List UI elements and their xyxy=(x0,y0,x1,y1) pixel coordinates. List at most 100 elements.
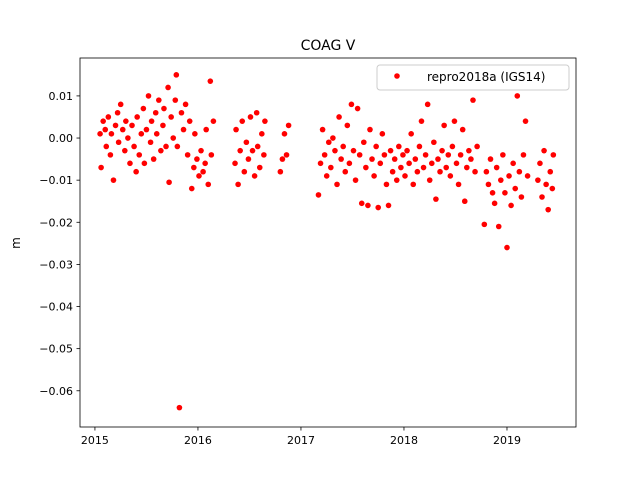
data-point xyxy=(441,122,447,129)
data-point xyxy=(198,147,204,154)
data-point xyxy=(158,147,164,154)
data-point xyxy=(100,118,106,124)
data-point xyxy=(550,152,557,158)
data-point xyxy=(541,147,547,154)
data-point xyxy=(489,189,496,196)
data-point xyxy=(539,194,545,200)
data-point xyxy=(377,160,384,167)
data-point xyxy=(451,118,458,124)
data-point xyxy=(133,168,139,175)
data-point xyxy=(145,93,152,99)
data-point xyxy=(107,152,114,158)
data-points xyxy=(97,72,557,411)
data-point xyxy=(545,206,551,213)
data-point xyxy=(174,143,181,150)
data-point xyxy=(241,168,248,175)
data-point xyxy=(506,173,512,179)
data-point xyxy=(443,164,450,171)
data-point xyxy=(435,156,441,162)
data-point xyxy=(535,177,541,183)
data-point xyxy=(338,156,344,162)
x-tick-label: 2018 xyxy=(390,434,418,447)
data-point xyxy=(346,160,353,167)
data-point xyxy=(464,164,470,171)
data-point xyxy=(426,177,433,183)
data-point xyxy=(202,160,208,167)
data-point xyxy=(439,147,445,154)
data-point xyxy=(182,101,189,108)
data-point xyxy=(283,152,290,158)
data-point xyxy=(163,143,169,150)
data-point xyxy=(332,147,338,154)
data-point xyxy=(483,168,490,175)
data-point xyxy=(108,131,115,137)
data-point xyxy=(334,181,340,188)
x-tick-label: 2015 xyxy=(81,434,109,447)
data-point xyxy=(191,164,197,171)
y-tick-label: 0.00 xyxy=(49,132,74,145)
data-point xyxy=(381,152,388,158)
data-point xyxy=(453,160,460,167)
data-point xyxy=(196,173,202,179)
data-point xyxy=(262,118,268,124)
data-point xyxy=(210,118,217,124)
data-point xyxy=(119,126,126,133)
data-point xyxy=(352,177,359,183)
data-point xyxy=(186,118,193,124)
data-point xyxy=(404,147,410,154)
data-point xyxy=(131,143,137,150)
data-point xyxy=(172,97,179,103)
data-point xyxy=(543,181,549,188)
data-point xyxy=(247,114,254,120)
data-point xyxy=(114,109,121,116)
data-point xyxy=(449,143,456,150)
data-point xyxy=(180,126,187,133)
data-point xyxy=(254,143,261,150)
data-point xyxy=(203,126,209,133)
data-point xyxy=(354,105,361,112)
data-point xyxy=(115,139,122,146)
data-point xyxy=(437,168,443,175)
data-point xyxy=(336,114,342,120)
data-point xyxy=(431,139,437,146)
data-point xyxy=(524,173,531,179)
data-point xyxy=(170,135,177,141)
data-point xyxy=(369,156,375,162)
data-point xyxy=(481,221,488,228)
data-point xyxy=(424,101,431,108)
data-point xyxy=(371,173,377,179)
data-point xyxy=(498,177,504,183)
data-point xyxy=(508,202,514,209)
data-point xyxy=(321,152,328,158)
data-point xyxy=(485,181,492,188)
y-tick-label: −0.06 xyxy=(39,385,73,398)
data-point xyxy=(102,126,109,133)
data-point xyxy=(328,164,334,171)
data-point xyxy=(259,131,265,137)
data-point xyxy=(375,204,382,211)
data-point xyxy=(414,168,421,175)
data-point xyxy=(192,131,198,137)
data-point xyxy=(176,404,183,411)
axes: 2015 2016 2017 2018 2019 0.01 0.00 −0.01 −0.02 −0… xyxy=(39,57,577,447)
data-point xyxy=(232,160,238,167)
data-point xyxy=(504,244,510,251)
data-point xyxy=(168,114,174,120)
data-point xyxy=(340,143,346,150)
data-point xyxy=(470,97,476,103)
data-point xyxy=(143,126,150,133)
data-point xyxy=(117,101,124,108)
data-point xyxy=(393,177,400,183)
data-point xyxy=(150,156,157,162)
data-point xyxy=(160,122,166,129)
data-point xyxy=(188,185,195,192)
data-point xyxy=(330,135,336,141)
data-point xyxy=(461,198,468,205)
data-point xyxy=(537,160,543,167)
data-point xyxy=(491,200,498,207)
data-point xyxy=(418,118,425,124)
data-point xyxy=(396,143,402,150)
chart-title: COAG V xyxy=(301,38,356,54)
data-point xyxy=(408,131,414,137)
